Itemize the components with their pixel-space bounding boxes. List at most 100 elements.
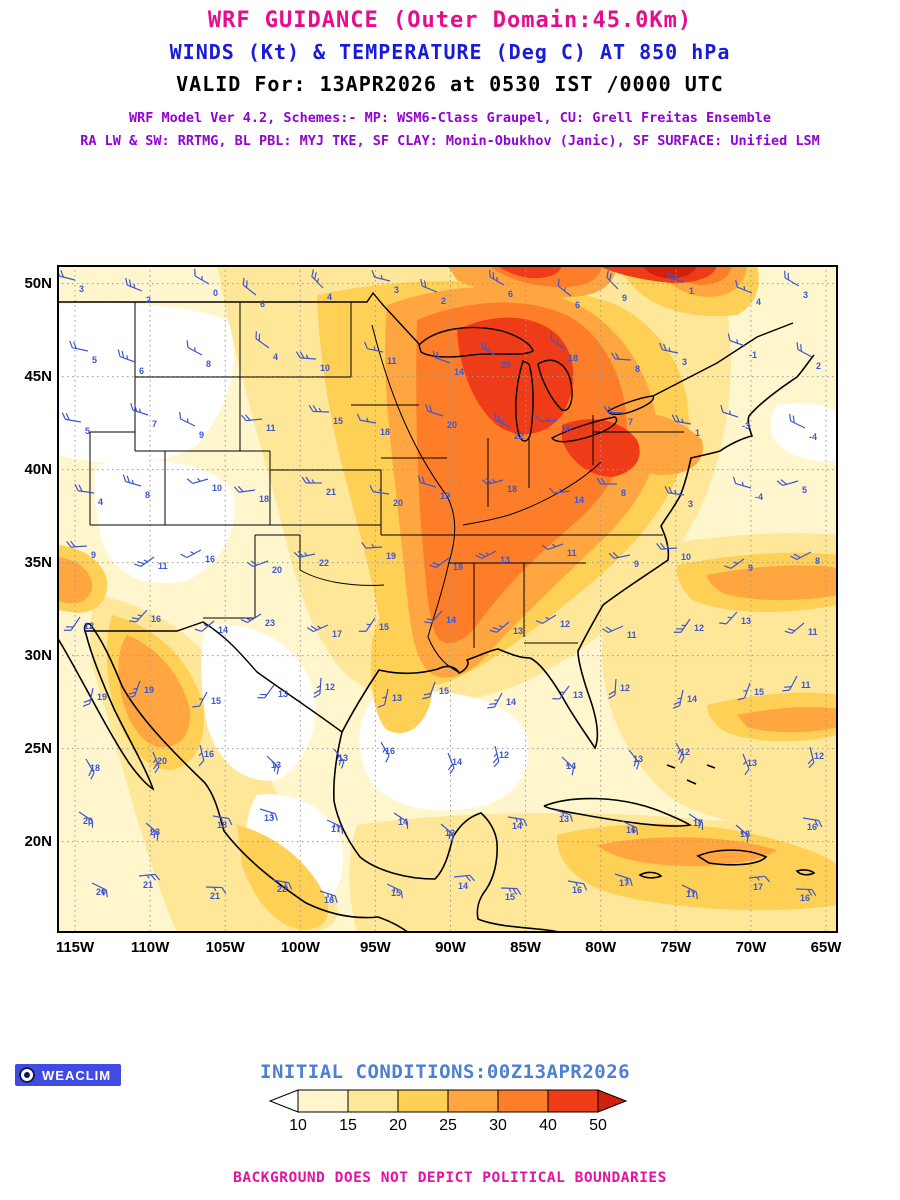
temperature-value: 17 — [332, 629, 342, 639]
wind-barb — [789, 413, 806, 429]
lat-axis-label: 50N — [24, 274, 52, 292]
temperature-value: 9 — [622, 293, 627, 303]
wind-barb — [732, 476, 752, 489]
wind-barb — [308, 404, 330, 413]
temperature-value: 3 — [682, 357, 687, 367]
temperature-value: 15 — [505, 892, 515, 902]
temperature-value: 16 — [324, 895, 334, 905]
temperature-value: 14 — [512, 821, 522, 831]
wind-barb — [240, 613, 262, 624]
temperature-value: 16 — [205, 554, 215, 564]
wind-barb — [358, 617, 376, 632]
temperature-value: 3 — [79, 284, 84, 294]
wind-barb — [727, 333, 746, 347]
temperature-value: 20 — [96, 887, 106, 897]
temp-fill-region — [597, 837, 777, 867]
temp-fill-region — [737, 707, 838, 733]
weaclim-logo: WEACLIM — [15, 1064, 122, 1086]
temperature-value: 17 — [331, 824, 341, 834]
temperature-value: 11 — [567, 548, 577, 558]
temperature-value: 12 — [560, 619, 570, 629]
temperature-value: 18 — [217, 820, 227, 830]
temperature-value: 6 — [139, 366, 144, 376]
wind-barb — [614, 873, 633, 887]
wind-barb — [453, 874, 475, 882]
colorbar-tick-label: 30 — [489, 1117, 507, 1134]
temperature-value: 20 — [272, 565, 282, 575]
subtitle-variables: WINDS (Kt) & TEMPERATURE (Deg C) AT 850 … — [169, 40, 731, 64]
temperature-value: 13 — [264, 813, 274, 823]
wind-barb — [784, 270, 800, 287]
wind-barb — [795, 888, 817, 897]
wind-barb — [129, 609, 148, 623]
temperature-value: 19 — [144, 685, 154, 695]
temperature-value: 13 — [392, 693, 402, 703]
temperature-value: 18 — [453, 562, 463, 572]
wind-barb — [737, 682, 751, 701]
wind-barb — [790, 551, 812, 561]
wind-barb — [487, 692, 503, 709]
temperature-value: 11 — [627, 630, 637, 640]
temperature-value: 9 — [199, 430, 204, 440]
temperature-value: 0 — [213, 288, 218, 298]
temperature-value: 13 — [278, 689, 288, 699]
temperature-value: 19 — [97, 692, 107, 702]
temperature-value: 13 — [500, 555, 510, 565]
lon-axis-label: 70W — [735, 939, 767, 956]
temp-fill-region — [201, 624, 316, 781]
wind-barb — [664, 486, 685, 496]
lon-axis-label: 85W — [510, 939, 542, 956]
wind-barb — [242, 277, 257, 296]
wind-barb — [672, 689, 684, 709]
wind-barb — [603, 405, 625, 414]
wind-barb — [266, 755, 280, 775]
temperature-value: 14 — [454, 367, 464, 377]
temperature-value: 15 — [391, 888, 401, 898]
scheme-line-1: WRF Model Ver 4.2, Schemes:- MP: WSM6-Cl… — [128, 110, 772, 126]
wind-barb — [675, 742, 685, 764]
wind-barb — [85, 758, 95, 780]
temperature-value: 11 — [387, 356, 397, 366]
wind-barb — [74, 484, 95, 494]
wind-barb — [561, 756, 575, 776]
temperature-value: 15 — [379, 622, 389, 632]
temperature-value: 16 — [561, 424, 571, 434]
international-borders — [57, 291, 794, 733]
temperature-value: 10 — [212, 483, 222, 493]
temp-fill-region — [642, 265, 697, 279]
temperature-value: -4 — [809, 432, 817, 442]
temperature-value: 5 — [802, 485, 807, 495]
wind-barb — [671, 414, 692, 425]
wind-barb — [241, 414, 263, 422]
wind-barb — [776, 479, 799, 486]
wind-barb — [596, 477, 617, 485]
wind-barb — [475, 550, 497, 560]
wind-barb — [82, 687, 94, 707]
temperature-value: 10 — [320, 363, 330, 373]
wind-barb — [447, 752, 455, 775]
temperature-value: 17 — [753, 882, 763, 892]
wind-barb — [429, 557, 450, 568]
temperature-value: 18 — [259, 494, 269, 504]
temperature-value: 15 — [333, 416, 343, 426]
temperature-value: 18 — [568, 353, 578, 363]
wind-barb — [198, 744, 205, 767]
wind-barb — [606, 270, 619, 290]
wind-barb — [742, 753, 750, 776]
wind-barb — [138, 873, 160, 881]
temperature-value: 13 — [573, 690, 583, 700]
colorbar-tick-label: 25 — [439, 1117, 457, 1134]
wind-barb — [180, 549, 202, 559]
temperature-value: 13 — [633, 754, 643, 764]
wind-barb — [311, 269, 324, 289]
temperature-value: 11 — [801, 680, 811, 690]
temperature-value: 17 — [686, 889, 696, 899]
colorbar-segment — [547, 1089, 599, 1113]
temp-fill-region — [237, 825, 329, 930]
wind-barb — [688, 813, 704, 830]
temperature-value: 8 — [206, 359, 211, 369]
wind-barb — [536, 415, 558, 423]
initial-conditions-label: INITIAL CONDITIONS:00Z13APR2026 — [260, 1061, 631, 1083]
temperature-value: 14 — [398, 817, 408, 827]
